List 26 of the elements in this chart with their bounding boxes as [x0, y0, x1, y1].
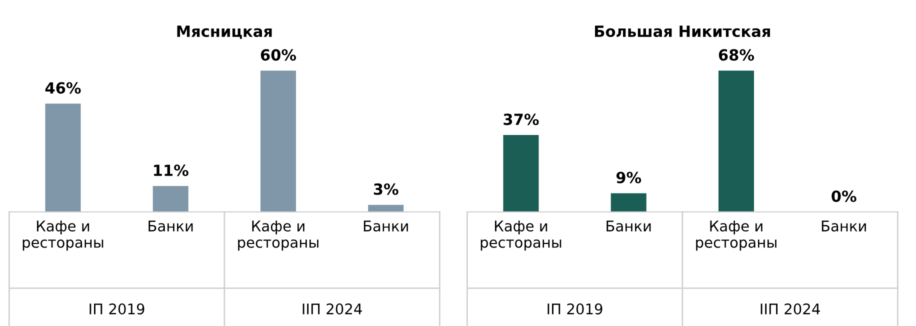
data-label: 68%	[718, 49, 754, 61]
text: IIП 2024	[302, 303, 362, 314]
data-label: 60%	[260, 49, 296, 61]
data-label: 11%	[154, 164, 188, 176]
chart-title: Мясницкая	[177, 26, 272, 39]
x-tick-label: Кафе и рестораны	[22, 220, 104, 251]
bar	[260, 70, 296, 212]
x-tick-label: Банки	[148, 220, 193, 232]
x-tick-label: Банки	[364, 220, 408, 232]
data-label: 37%	[504, 114, 539, 126]
text: IIП 2024	[760, 303, 820, 314]
data-label: 46%	[45, 82, 81, 94]
x-tick-label: Кафе и рестораны	[696, 220, 776, 251]
chart-title: Большая Никитская	[595, 26, 770, 38]
bar	[45, 104, 81, 212]
text: IП 2019	[548, 303, 602, 314]
bar	[152, 186, 188, 212]
x-tick-label: Банки	[606, 220, 651, 232]
data-label: 3%	[374, 183, 398, 195]
x-tick-label: Кафе и рестораны	[238, 220, 318, 251]
x-tick-label: Банки	[822, 220, 866, 232]
data-label: 9%	[616, 172, 642, 184]
data-label: 0%	[832, 190, 856, 202]
x-tick-label: Кафе и рестораны	[480, 220, 562, 251]
bar	[368, 204, 404, 212]
text: IП 2019	[90, 303, 144, 314]
